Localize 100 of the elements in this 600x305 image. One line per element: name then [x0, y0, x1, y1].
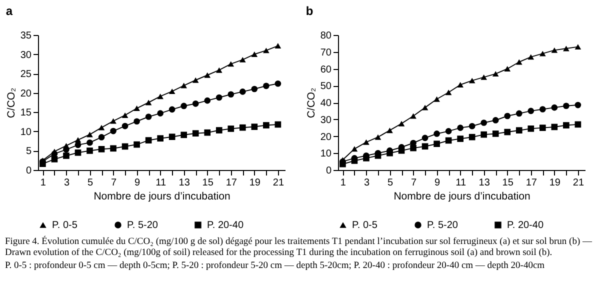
y-tick-label: 30	[320, 114, 332, 126]
legend-label: P. 0-5	[52, 220, 78, 231]
x-tick-label: 15	[502, 178, 514, 188]
point	[274, 121, 282, 128]
point	[457, 82, 464, 88]
point	[86, 139, 93, 146]
point	[574, 102, 582, 108]
y-tick-label: 40	[320, 98, 332, 109]
y-axis-title: C/CO₂	[5, 88, 18, 118]
point	[468, 134, 476, 140]
point	[410, 144, 416, 152]
x-tick-label: 9	[434, 178, 441, 188]
point	[74, 142, 82, 148]
y-tick-label: 25	[20, 69, 32, 80]
point	[504, 66, 511, 72]
point	[145, 114, 152, 120]
point	[134, 118, 140, 125]
point	[574, 121, 582, 128]
point	[263, 48, 270, 54]
x-tick-label: 5	[87, 178, 94, 188]
point	[468, 78, 476, 84]
x-tick-label: 17	[526, 178, 538, 188]
point	[528, 108, 534, 114]
point	[239, 88, 246, 95]
point	[168, 106, 176, 113]
point	[40, 160, 46, 167]
x-tick-label: 17	[226, 178, 238, 188]
point	[516, 127, 522, 134]
point	[122, 143, 128, 150]
point	[363, 155, 370, 162]
point	[563, 102, 570, 110]
point	[563, 122, 570, 128]
point	[263, 122, 270, 128]
point	[157, 135, 164, 142]
point	[168, 88, 176, 94]
point	[480, 131, 488, 138]
chart-title: b	[306, 4, 314, 18]
point	[204, 72, 211, 78]
legend-label: P. 5-20	[127, 220, 158, 231]
point	[110, 128, 116, 134]
point	[86, 132, 93, 138]
y-tick-label: 30	[20, 50, 32, 61]
point	[134, 106, 140, 112]
y-tick-label: 60	[320, 64, 332, 76]
point	[492, 130, 499, 137]
point	[98, 134, 105, 140]
legend-label: P. 0-5	[352, 220, 378, 231]
point	[204, 97, 211, 104]
point	[434, 96, 440, 102]
point	[539, 50, 546, 56]
point	[528, 125, 534, 132]
point	[386, 128, 393, 134]
point	[228, 91, 234, 98]
point	[480, 120, 488, 126]
point	[157, 94, 164, 100]
x-tick-label: 19	[549, 178, 561, 188]
x-tick-label: 1	[40, 178, 46, 188]
x-tick-label: 13	[178, 178, 190, 188]
x-tick-label: 9	[134, 178, 141, 188]
point	[374, 152, 382, 159]
x-tick-label: 3	[64, 178, 70, 188]
point	[263, 82, 270, 90]
x-tick-label: 11	[456, 178, 466, 188]
point	[239, 124, 246, 131]
point	[122, 122, 128, 130]
y-tick-label: 10	[320, 148, 332, 160]
x-tick-label: 15	[202, 178, 214, 188]
legend-label: P. 20-40	[507, 220, 544, 231]
point	[528, 54, 534, 60]
point	[134, 141, 140, 148]
point	[516, 59, 522, 65]
point	[340, 160, 346, 168]
point	[504, 128, 511, 136]
point	[180, 132, 188, 138]
point	[228, 126, 234, 132]
point	[251, 52, 258, 58]
point	[204, 129, 211, 136]
point	[239, 56, 246, 62]
point	[551, 47, 558, 53]
point	[251, 86, 258, 92]
x-tick-label: 3	[364, 178, 370, 188]
point	[86, 148, 93, 154]
x-tick-label: 21	[572, 178, 584, 188]
point	[398, 147, 405, 154]
y-tick-label: 0	[326, 166, 332, 176]
point	[457, 124, 464, 131]
y-tick-label: 20	[320, 132, 332, 143]
chart-title: a	[6, 4, 13, 18]
point	[386, 150, 393, 156]
x-tick-label: 7	[410, 178, 417, 188]
text: P. 0-5 : profondeur 0-5 cm — depth 0-5cm; P. 5-20 : profondeur 5-20 cm — depth 5-20cm; P. 20-40 : profondeur 20-40 cm — depth 20-40cm	[5, 261, 546, 272]
x-tick-label: 1	[340, 178, 346, 188]
point	[492, 71, 499, 77]
point	[363, 139, 370, 145]
y-tick-label: 0	[26, 166, 32, 176]
point	[216, 94, 222, 101]
point	[216, 67, 222, 73]
point	[168, 134, 176, 140]
point	[228, 61, 234, 67]
point	[539, 106, 546, 112]
